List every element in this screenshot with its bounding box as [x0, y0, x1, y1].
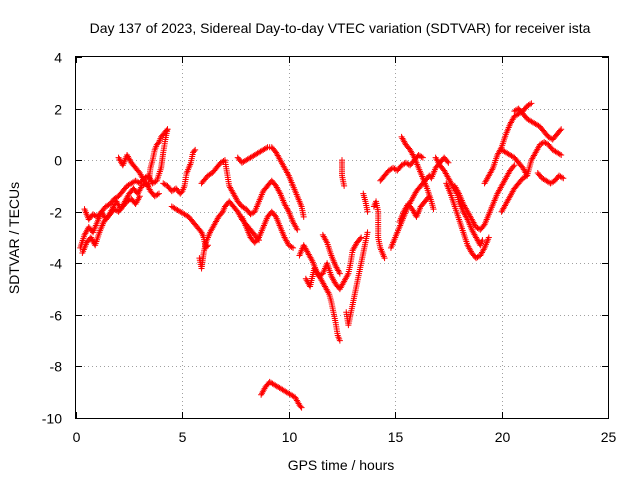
series-track-aa: [498, 172, 531, 215]
data-point-marker: [430, 206, 437, 213]
y-tick-label: -6: [50, 308, 63, 324]
series-track-e: [160, 146, 199, 197]
data-point-marker: [290, 244, 297, 251]
x-tick-label: 20: [495, 429, 511, 445]
data-point-marker: [426, 193, 433, 200]
x-tick-label: 15: [388, 429, 404, 445]
y-tick-label: -2: [50, 205, 63, 221]
series-track-v: [443, 180, 492, 262]
y-tick-label: 4: [54, 50, 62, 66]
data-point-marker: [192, 146, 199, 153]
data-point-marker: [294, 226, 301, 233]
data-point-marker: [522, 173, 529, 180]
series-track-x: [481, 100, 535, 187]
data-point-marker: [341, 182, 348, 189]
y-axis-ticks: -10 -8 -6 -4 -2 0 2 4: [42, 50, 608, 427]
data-point-marker: [381, 255, 388, 262]
data-point-marker: [191, 148, 198, 155]
data-point-marker: [511, 162, 518, 169]
data-point-marker: [479, 237, 486, 244]
series-track-w: [451, 162, 518, 233]
data-point-marker: [163, 127, 170, 134]
data-point-marker: [444, 158, 451, 165]
y-tick-label: 0: [54, 153, 62, 169]
x-axis-ticks: 0 5 10 15 20 25: [73, 57, 617, 445]
data-point-marker: [154, 140, 161, 147]
data-point-marker: [480, 222, 487, 229]
x-axis-label: GPS time / hours: [288, 457, 395, 473]
data-markers: [77, 100, 567, 411]
series-track-t: [396, 193, 433, 226]
x-tick-label: 10: [282, 429, 298, 445]
data-point-marker: [528, 100, 535, 107]
data-point-marker: [164, 126, 171, 133]
data-point-marker: [358, 234, 365, 241]
series-track-i: [234, 144, 307, 220]
plot-frame: [75, 56, 609, 419]
data-point-marker: [558, 174, 565, 181]
series-track-k: [258, 378, 305, 411]
series-track-c: [81, 193, 143, 223]
data-point-marker: [297, 403, 304, 410]
data-point-marker: [557, 127, 564, 134]
y-tick-label: -10: [42, 411, 62, 427]
data-point-marker: [425, 194, 432, 201]
data-point-marker: [485, 234, 492, 241]
data-point-marker: [178, 189, 185, 196]
series-track-p: [370, 198, 388, 262]
data-point-marker: [218, 210, 225, 217]
series-track-z: [498, 139, 565, 179]
series-track-f: [168, 203, 211, 251]
y-tick-label: -8: [50, 359, 63, 375]
series-track-n: [319, 157, 371, 277]
x-tick-label: 5: [179, 429, 187, 445]
data-point-marker: [136, 193, 143, 200]
data-point-marker: [524, 172, 531, 179]
data-point-marker: [336, 337, 343, 344]
data-point-marker: [336, 270, 343, 277]
series-track-l: [296, 242, 343, 344]
data-point-marker: [558, 151, 565, 158]
data-point-marker: [263, 145, 270, 152]
data-point-marker: [154, 191, 161, 198]
series-track-y: [511, 105, 565, 143]
data-point-marker: [526, 101, 533, 108]
data-point-marker: [364, 208, 371, 215]
data-point-marker: [254, 235, 261, 242]
y-axis-label: SDTVAR / TECUs: [6, 182, 22, 294]
data-point-marker: [300, 213, 307, 220]
series-track-o: [343, 229, 371, 329]
chart-title: Day 137 of 2023, Sidereal Day-to-day VTE…: [90, 20, 591, 36]
data-point-marker: [445, 159, 452, 166]
data-point-marker: [558, 126, 565, 133]
series-track-g: [196, 198, 263, 272]
series-track-j: [238, 208, 297, 251]
data-point-marker: [155, 190, 162, 197]
data-point-marker: [556, 151, 563, 158]
series-track-m: [302, 234, 365, 293]
data-point-marker: [364, 229, 371, 236]
x-tick-label: 25: [601, 429, 617, 445]
data-point-marker: [560, 175, 567, 182]
data-point-marker: [510, 163, 517, 170]
y-tick-label: 2: [54, 102, 62, 118]
series-track-h: [198, 157, 301, 233]
data-point-marker: [197, 228, 204, 235]
data-point-marker: [419, 154, 426, 161]
data-point-marker: [288, 243, 295, 250]
series-track-ab: [534, 170, 567, 187]
data-point-marker: [298, 404, 305, 411]
series-track-u: [432, 154, 486, 249]
data-point-marker: [357, 235, 364, 242]
data-point-marker: [271, 212, 278, 219]
gridlines: [76, 57, 608, 418]
x-tick-label: 0: [73, 429, 81, 445]
y-tick-label: -4: [50, 256, 63, 272]
data-point-marker: [418, 153, 425, 160]
series-track-d: [115, 126, 171, 189]
